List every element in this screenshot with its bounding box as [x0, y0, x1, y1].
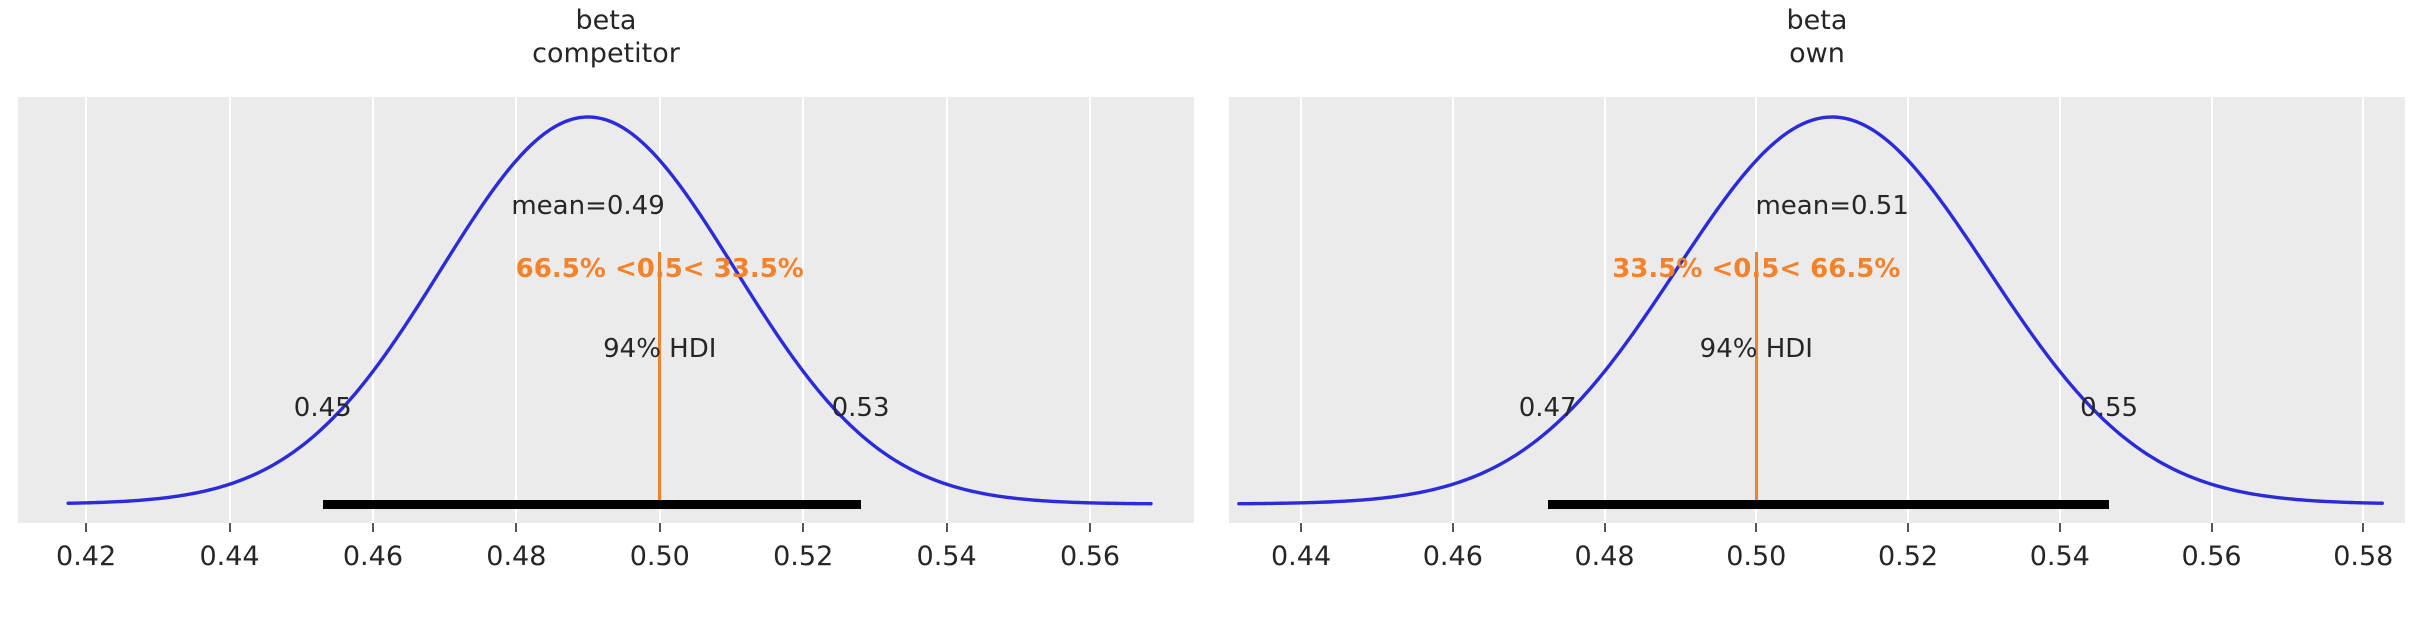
- x-tick-label-2: 0.48: [1574, 541, 1635, 572]
- reference-line: [658, 252, 662, 508]
- plot-area: mean=0.51 33.5% <0.5< 66.5% 94% HDI 0.47 0.5…: [1229, 97, 2405, 523]
- x-tick-mark-4: [1907, 523, 1910, 532]
- x-tick-label-2: 0.46: [342, 541, 403, 572]
- panel-2: beta own mean=0.51 33.5% <0.5< 66.5% 94% HDI…: [1211, 0, 2423, 623]
- gridline-5: [802, 97, 805, 523]
- x-tick-mark-7: [1089, 523, 1092, 532]
- reference-percent-annotation: 33.5% <0.5< 66.5%: [1612, 254, 1900, 284]
- kde-path: [66, 115, 1153, 506]
- x-tick-mark-0: [85, 523, 88, 532]
- mean-label: mean=0.49: [511, 191, 665, 221]
- hdi-bar: [322, 500, 861, 509]
- gridline-3: [515, 97, 518, 523]
- x-tick-label-0: 0.44: [1271, 541, 1332, 572]
- x-tick-mark-3: [515, 523, 518, 532]
- x-tick-mark-3: [1755, 523, 1758, 532]
- hdi-upper-label: 0.53: [831, 393, 890, 423]
- x-tick-label-1: 0.44: [199, 541, 260, 572]
- x-tick-mark-5: [802, 523, 805, 532]
- x-tick-mark-6: [2210, 523, 2213, 532]
- x-tick-label-5: 0.52: [773, 541, 834, 572]
- kde-curve: [66, 115, 1153, 506]
- x-tick-mark-1: [1451, 523, 1454, 532]
- x-tick-mark-7: [2362, 523, 2365, 532]
- kde-path: [1237, 115, 2384, 506]
- x-tick-mark-5: [2058, 523, 2061, 532]
- gridline-6: [945, 97, 948, 523]
- x-tick-mark-1: [228, 523, 231, 532]
- x-tick-label-4: 0.52: [1877, 541, 1939, 572]
- gridline-0: [85, 97, 88, 523]
- reference-operator: <0.5<: [614, 254, 705, 284]
- reference-percent-left: 33.5%: [1612, 254, 1703, 284]
- hdi-label: 94% HDI: [1699, 334, 1813, 364]
- x-tick-label-0: 0.42: [56, 541, 117, 572]
- x-tick-label-7: 0.56: [1059, 541, 1121, 572]
- x-tick-label-3: 0.48: [486, 541, 547, 572]
- x-tick-mark-2: [371, 523, 374, 532]
- x-tick-label-7: 0.58: [2333, 541, 2394, 572]
- x-tick-label-5: 0.54: [2029, 541, 2090, 572]
- x-tick-label-6: 0.54: [916, 541, 977, 572]
- gridline-5: [2058, 97, 2061, 523]
- gridline-7: [1089, 97, 1092, 523]
- panel-title-line2: competitor: [532, 38, 680, 69]
- reference-percent-left: 66.5%: [515, 254, 606, 284]
- gridline-0: [1300, 97, 1303, 523]
- x-tick-mark-4: [658, 523, 661, 532]
- hdi-bar: [1547, 500, 2110, 509]
- x-tick-mark-6: [945, 523, 948, 532]
- plot-area: mean=0.49 66.5% <0.5< 33.5% 94% HDI 0.45 0.5…: [18, 97, 1194, 523]
- panel-title: beta own: [1211, 4, 2423, 70]
- reference-line: [1754, 252, 1758, 508]
- kde-curve: [1237, 115, 2384, 506]
- reference-percent-right: 33.5%: [713, 254, 804, 284]
- hdi-lower-label: 0.45: [293, 393, 352, 423]
- reference-operator: <0.5<: [1711, 254, 1802, 284]
- gridline-2: [1603, 97, 1606, 523]
- reference-percent-right: 66.5%: [1810, 254, 1901, 284]
- panel-1: beta competitor mean=0.49 66.5% <0.5< 33.5%…: [0, 4, 1212, 572]
- x-tick-label-4: 0.50: [629, 541, 690, 572]
- x-tick-mark-0: [1300, 523, 1303, 532]
- gridline-1: [1451, 97, 1454, 523]
- reference-percent-annotation: 66.5% <0.5< 33.5%: [516, 254, 804, 284]
- mean-label: mean=0.51: [1755, 191, 1909, 221]
- x-tick-mark-2: [1603, 523, 1606, 532]
- panel-title-line1: beta: [1786, 5, 1848, 36]
- gridline-4: [1907, 97, 1910, 523]
- gridline-6: [2210, 97, 2213, 523]
- hdi-label: 94% HDI: [603, 334, 717, 364]
- gridline-2: [371, 97, 374, 523]
- hdi-upper-label: 0.55: [2080, 393, 2139, 423]
- gridline-7: [2362, 97, 2365, 523]
- panel-title-line2: own: [1789, 38, 1845, 69]
- x-tick-label-3: 0.50: [1726, 541, 1787, 572]
- panel-title-line1: beta: [575, 5, 637, 36]
- gridline-1: [228, 97, 231, 523]
- x-tick-label-6: 0.56: [2181, 541, 2242, 572]
- panel-title: beta competitor: [0, 4, 1212, 70]
- x-tick-label-1: 0.46: [1422, 541, 1483, 572]
- hdi-lower-label: 0.47: [1518, 393, 1577, 423]
